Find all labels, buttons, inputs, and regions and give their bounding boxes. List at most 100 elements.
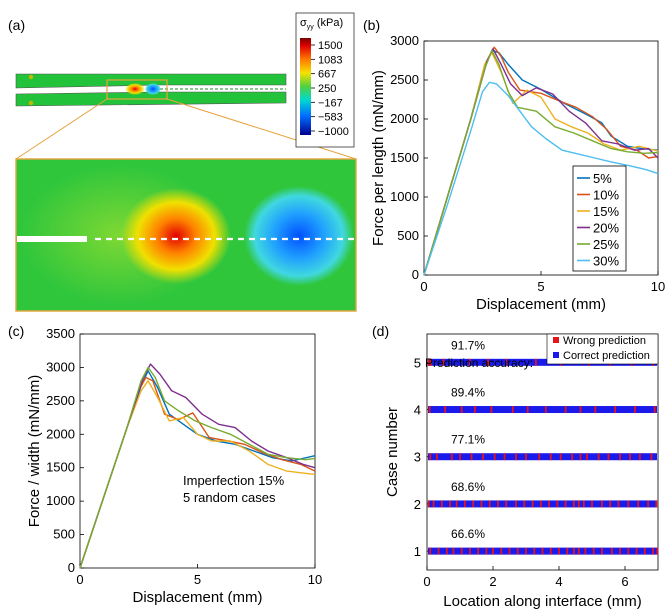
legend: 5% 10%15% 20%25% 30% [572,165,627,272]
wrong-mark [577,500,580,508]
tension-zone [121,188,231,284]
y-tick-label: 1500 [46,460,75,475]
wrong-mark [515,453,517,461]
wrong-mark [629,453,631,461]
colorbar-ticks: 1500 1083 667 250 −167 −583 −1000 [311,40,349,138]
x-tick-label: 6 [621,574,628,589]
accuracy-case-1: 66.6% [451,527,485,541]
y-tick-label: 500 [53,527,75,542]
wrong-mark [503,453,506,461]
wrong-mark [586,453,588,461]
legend-label-0: 5% [593,171,612,186]
wrong-mark [469,358,471,366]
colorbar-tick-label: −167 [318,97,343,109]
y-tick-label: 3000 [46,359,75,374]
annotation-line-2: 5 random cases [183,490,276,505]
wrong-mark [515,500,517,508]
compression-zone-small [145,83,161,95]
colorbar-tick-label: −583 [318,112,343,124]
panel-label-a: (a) [8,17,25,33]
colorbar-tick-label: 1500 [318,40,342,52]
y-tick-label: 4 [414,403,421,418]
wrong-mark [597,453,600,461]
wrong-mark [601,547,603,555]
annotation-line-1: Imperfection 15% [183,473,285,488]
wrong-mark [430,358,432,366]
wrong-mark [535,358,537,366]
wrong-mark [591,500,593,508]
wrong-mark [436,453,438,461]
y-tick-label: 1 [414,544,421,559]
legend-box [546,333,659,365]
plot-area [426,333,659,571]
zoom-line-left [15,98,108,160]
wrong-mark [538,453,541,461]
wrong-mark [482,453,484,461]
panel-label-c: (c) [8,323,24,339]
wrong-mark [556,500,559,508]
colorbar: σyy (kPa) 1500 1083 667 250 −167 −583 −1000 [295,12,355,148]
wrong-mark [500,547,503,555]
panel-label-d: (d) [372,323,389,339]
wrong-mark [449,500,451,508]
wrong-mark [582,500,585,508]
wrong-mark [655,500,658,508]
wrong-mark [460,547,463,555]
correct-band-case-4 [428,406,657,414]
chart-b: 0 5 10 0 500 1000 1500 2000 2500 3000 Displacement… [370,33,665,313]
wrong-mark [450,453,453,461]
wrong-mark [566,547,569,555]
wrong-mark [584,547,587,555]
wrong-mark [619,453,621,461]
wrong-mark [564,406,567,414]
wrong-mark [609,500,612,508]
x-tick-label: 10 [651,279,665,294]
y-tick-label: 2500 [46,393,75,408]
panel-label-b: (b) [363,17,380,33]
wrong-mark [656,547,659,555]
y-tick-label: 2500 [390,72,419,87]
wrong-mark [480,500,483,508]
series-line-5 [423,81,659,276]
y-tick-label: 2000 [390,111,419,126]
chart-d: 0 2 4 6 1 2 3 4 5 91.7% 89.4% 77.1% 68.6% 66.6% Predic… [384,333,659,610]
wrong-mark [442,358,445,366]
wrong-mark [497,500,499,508]
colorbar-sigma: σ [300,17,307,29]
wrong-mark [617,500,620,508]
colorbar-tick-label: −1000 [318,126,349,138]
wrong-mark [610,547,613,555]
accuracy-case-4: 89.4% [451,386,485,400]
y-tick-label: 1500 [390,150,419,165]
wrong-mark [638,453,641,461]
compression-zone [244,186,354,286]
wrong-mark [627,500,630,508]
wrong-mark [487,358,489,366]
x-tick-label: 5 [194,572,201,587]
accuracy-case-5: 91.7% [451,338,485,352]
load-point-lower [28,100,34,106]
y-axis-label: Force per length (mN/mm) [370,70,387,246]
x-tick-label: 10 [308,572,322,587]
colorbar-title: σyy (kPa) [300,17,343,31]
wrong-mark [469,547,471,555]
legend: Wrong prediction Correct prediction [546,333,659,365]
wrong-mark [650,453,653,461]
y-axis-label: Case number [384,407,401,497]
wrong-mark [564,500,567,508]
wrong-mark [459,453,461,461]
legend-label-wrong: Wrong prediction [563,335,646,347]
wrong-mark [427,500,430,508]
x-tick-label: 4 [555,574,562,589]
colorbar-gradient [300,38,311,135]
series-line-4 [79,366,316,569]
beam-model [15,73,287,107]
wrong-mark [455,500,458,508]
wrong-mark [579,406,582,414]
accuracy-heading: Prediction accuracy: [425,356,533,370]
zoom-box [106,79,168,100]
accuracy-case-2: 68.6% [451,480,485,494]
wrong-mark [653,406,656,414]
series-line-4 [423,49,659,276]
